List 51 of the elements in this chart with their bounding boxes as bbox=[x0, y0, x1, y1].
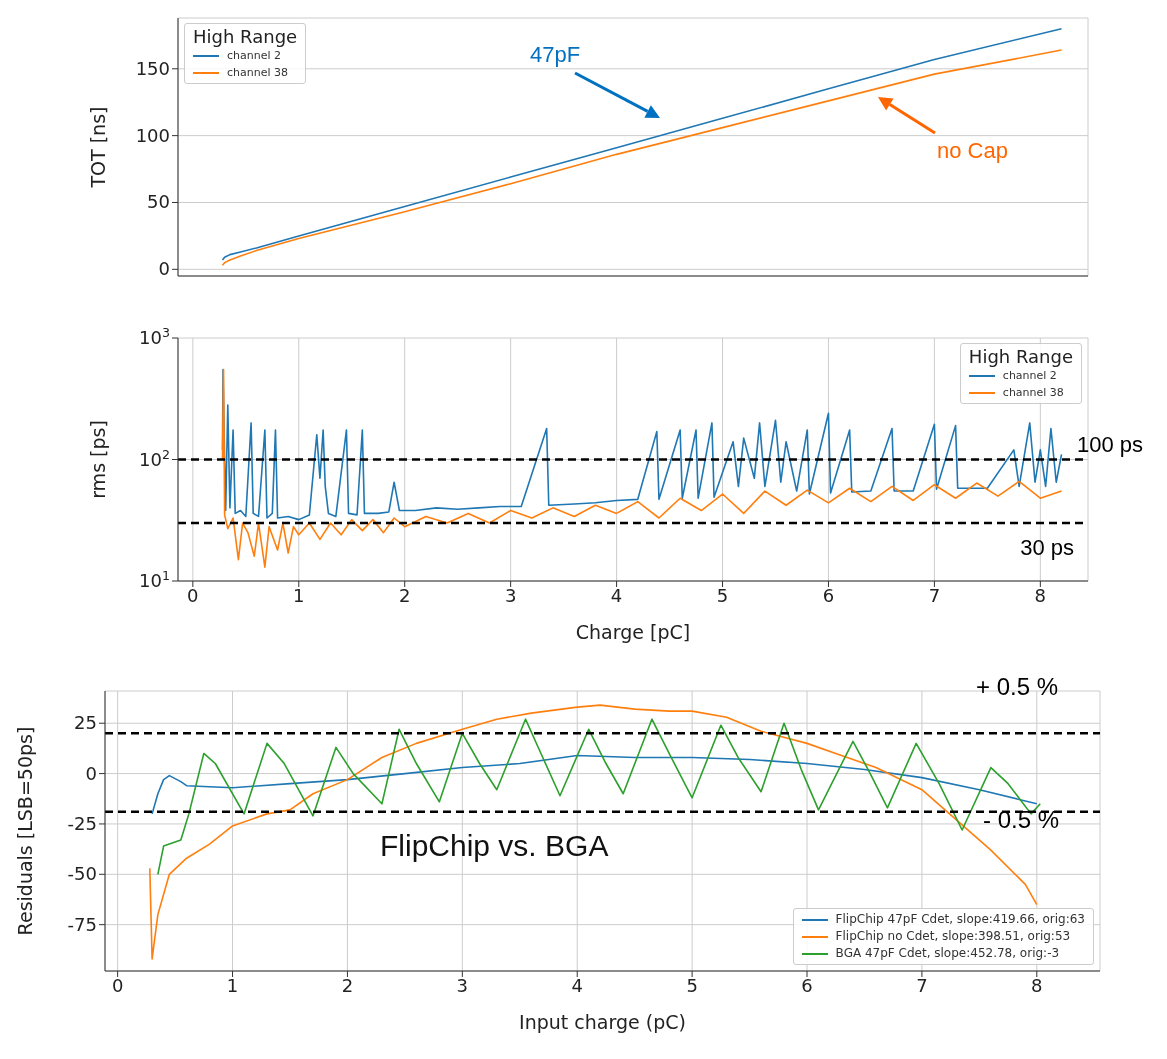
x-tick-label: 6 bbox=[822, 584, 835, 606]
annotation: FlipChip vs. BGA bbox=[380, 829, 609, 863]
y-axis-title: Residuals [LSB=50ps] bbox=[13, 726, 36, 936]
x-tick-label: 4 bbox=[610, 584, 623, 606]
x-tick-label: 1 bbox=[293, 584, 305, 606]
x-tick-label: 2 bbox=[341, 974, 354, 996]
y-axis-title: rms [ps] bbox=[86, 420, 109, 499]
ref-line-label: 30 ps bbox=[1020, 535, 1074, 561]
x-tick-label: 3 bbox=[504, 584, 517, 606]
x-tick-label: 8 bbox=[1034, 584, 1047, 606]
legend-label: channel 38 bbox=[226, 65, 290, 81]
legend-title: High Range bbox=[968, 346, 1073, 367]
y-tick-label: 150 bbox=[135, 57, 170, 79]
annotation: no Cap bbox=[937, 138, 1008, 164]
x-tick-label: 3 bbox=[456, 974, 469, 996]
x-tick-label: 4 bbox=[571, 974, 583, 996]
legend-label: FlipChip 47pF Cdet, slope:419.66, orig:63 bbox=[834, 911, 1085, 928]
y-tick-label: -50 bbox=[67, 863, 97, 885]
y-tick-label: 0 bbox=[158, 258, 170, 280]
x-axis-title: Input charge (pC) bbox=[519, 1011, 686, 1033]
annotation: 47pF bbox=[530, 42, 581, 68]
y-tick-label: -75 bbox=[67, 913, 97, 935]
y-tick-label: 50 bbox=[147, 191, 170, 213]
y-tick-label: 25 bbox=[74, 712, 97, 734]
x-tick-label: 8 bbox=[1031, 974, 1043, 996]
y-tick-label: 10$^{1}$ bbox=[139, 567, 170, 591]
x-tick-label: 5 bbox=[686, 974, 698, 996]
legend-title: High Range bbox=[193, 26, 298, 47]
annotation: + 0.5 % bbox=[976, 673, 1059, 701]
x-tick-label: 0 bbox=[187, 584, 199, 606]
legend-label: channel 2 bbox=[226, 48, 283, 64]
y-tick-label: 10$^{2}$ bbox=[139, 446, 170, 470]
legend-label: channel 2 bbox=[1001, 368, 1058, 384]
y-axis-title: TOT [ns] bbox=[86, 106, 109, 189]
x-tick-label: 7 bbox=[916, 974, 928, 996]
legend-label: FlipChip no Cdet, slope:398.51, orig:53 bbox=[834, 928, 1072, 945]
x-axis-title: Charge [pC] bbox=[575, 621, 691, 643]
x-tick-label: 1 bbox=[226, 974, 239, 996]
line-series bbox=[221, 368, 1063, 521]
y-tick-label: 10$^{3}$ bbox=[139, 324, 170, 348]
x-tick-label: 5 bbox=[716, 584, 729, 606]
legend-label: BGA 47pF Cdet, slope:452.78, orig:-3 bbox=[834, 945, 1061, 962]
x-tick-label: 2 bbox=[398, 584, 411, 606]
ref-line-label: 100 ps bbox=[1076, 431, 1143, 457]
y-tick-label: 100 bbox=[135, 124, 170, 146]
x-tick-label: 7 bbox=[928, 584, 941, 606]
y-tick-label: -25 bbox=[67, 812, 97, 834]
x-tick-label: 0 bbox=[111, 974, 124, 996]
x-tick-label: 6 bbox=[801, 974, 813, 996]
y-tick-label: 0 bbox=[85, 762, 97, 784]
legend-label: channel 38 bbox=[1001, 385, 1065, 401]
